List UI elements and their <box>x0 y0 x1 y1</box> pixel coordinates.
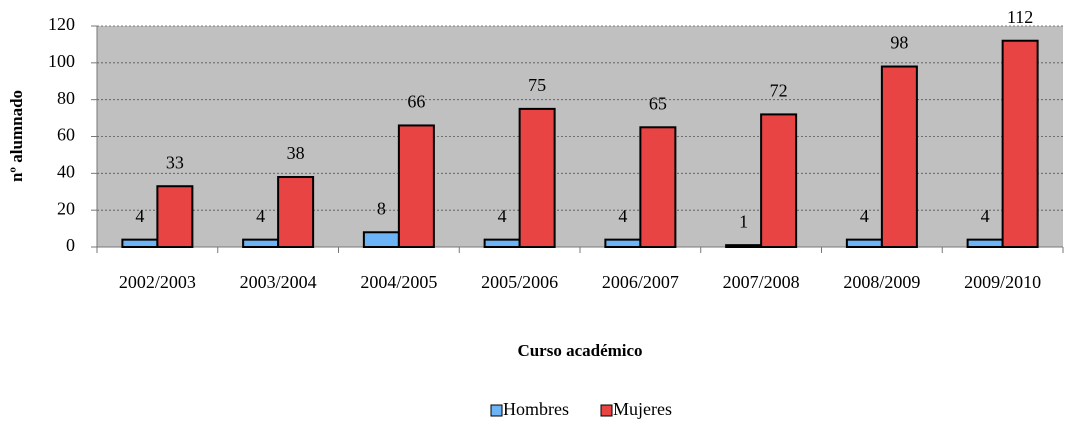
data-label: 66 <box>407 92 425 112</box>
bar <box>966 238 1004 248</box>
bar <box>880 65 918 249</box>
y-tick-label: 80 <box>57 88 75 108</box>
x-tick-label: 2003/2004 <box>240 272 317 292</box>
x-tick-label: 2006/2007 <box>602 272 679 292</box>
bar <box>362 231 400 248</box>
x-tick-label: 2009/2010 <box>964 272 1041 292</box>
x-tick-label: 2007/2008 <box>723 272 800 292</box>
y-tick-label: 60 <box>57 125 75 145</box>
y-tick-label: 100 <box>48 51 75 71</box>
y-tick-label: 120 <box>48 14 75 34</box>
bar <box>845 238 883 248</box>
data-label: 4 <box>498 206 507 226</box>
data-label: 4 <box>860 206 869 226</box>
data-label: 33 <box>166 152 184 172</box>
x-axis-label: Curso académico <box>517 341 642 360</box>
data-label: 4 <box>135 206 144 226</box>
legend-swatch <box>600 404 613 417</box>
bar <box>725 244 763 249</box>
x-tick-label: 2004/2005 <box>360 272 437 292</box>
data-label: 4 <box>618 206 627 226</box>
bar <box>121 238 159 248</box>
x-tick-label: 2005/2006 <box>481 272 558 292</box>
data-label: 112 <box>1007 7 1033 27</box>
bar <box>604 238 642 248</box>
y-tick-label: 40 <box>57 161 75 181</box>
bar <box>277 176 315 248</box>
data-label: 4 <box>981 206 990 226</box>
data-label: 38 <box>287 143 305 163</box>
bar <box>760 113 798 249</box>
legend-label: Hombres <box>503 399 569 419</box>
legend-swatch <box>490 404 503 417</box>
bar <box>518 107 556 248</box>
data-label: 1 <box>739 211 748 231</box>
bar <box>483 238 521 248</box>
data-label: 98 <box>890 33 908 53</box>
bar <box>156 185 194 249</box>
y-tick-label: 0 <box>66 235 75 255</box>
legend-label: Mujeres <box>613 399 672 419</box>
x-tick-label: 2002/2003 <box>119 272 196 292</box>
bar <box>639 126 677 248</box>
y-tick-label: 20 <box>57 198 75 218</box>
data-label: 75 <box>528 75 546 95</box>
data-label: 72 <box>770 81 788 101</box>
y-axis-label: nº alumnado <box>7 90 26 182</box>
bar <box>397 124 435 248</box>
bar <box>242 238 280 248</box>
data-label: 8 <box>377 198 386 218</box>
bar <box>1001 39 1039 248</box>
data-label: 65 <box>649 93 667 113</box>
x-tick-label: 2008/2009 <box>843 272 920 292</box>
data-label: 4 <box>256 206 265 226</box>
